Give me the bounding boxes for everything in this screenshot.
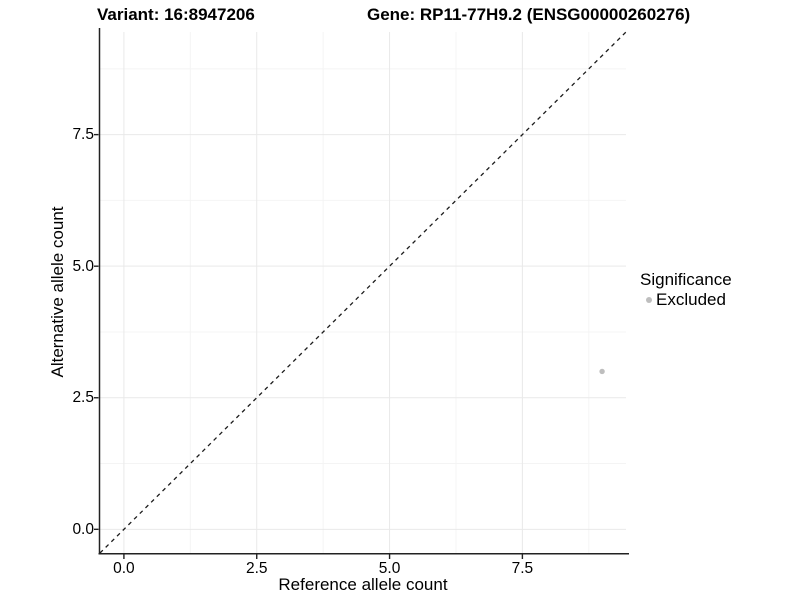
x-axis-tick-label: 7.5 [511, 560, 534, 577]
data-point [599, 368, 605, 375]
y-axis-tick-label: 0.0 [72, 520, 94, 538]
y-axis-tick-label: 2.5 [72, 389, 94, 407]
legend-item-excluded: Excluded [640, 290, 732, 310]
identity-dashed-line [99, 31, 627, 554]
y-axis-tick-label: 5.0 [72, 257, 94, 275]
plot-title-variant: Variant: 16:8947206 [97, 5, 255, 24]
y-axis-tick-label: 7.5 [72, 126, 94, 144]
y-axis-title: Alternative allele count [48, 206, 67, 378]
legend-point-icon [646, 297, 652, 303]
legend: Significance Excluded [640, 269, 732, 310]
plot-title-gene: Gene: RP11-77H9.2 (ENSG00000260276) [367, 5, 691, 24]
legend-title: Significance [640, 270, 732, 289]
x-axis-tick-label: 5.0 [378, 560, 401, 577]
x-axis-title: Reference allele count [278, 575, 448, 594]
x-axis-tick-label: 0.0 [113, 560, 135, 577]
x-axis-tick-label: 2.5 [245, 560, 268, 577]
legend-item-label: Excluded [656, 290, 726, 309]
